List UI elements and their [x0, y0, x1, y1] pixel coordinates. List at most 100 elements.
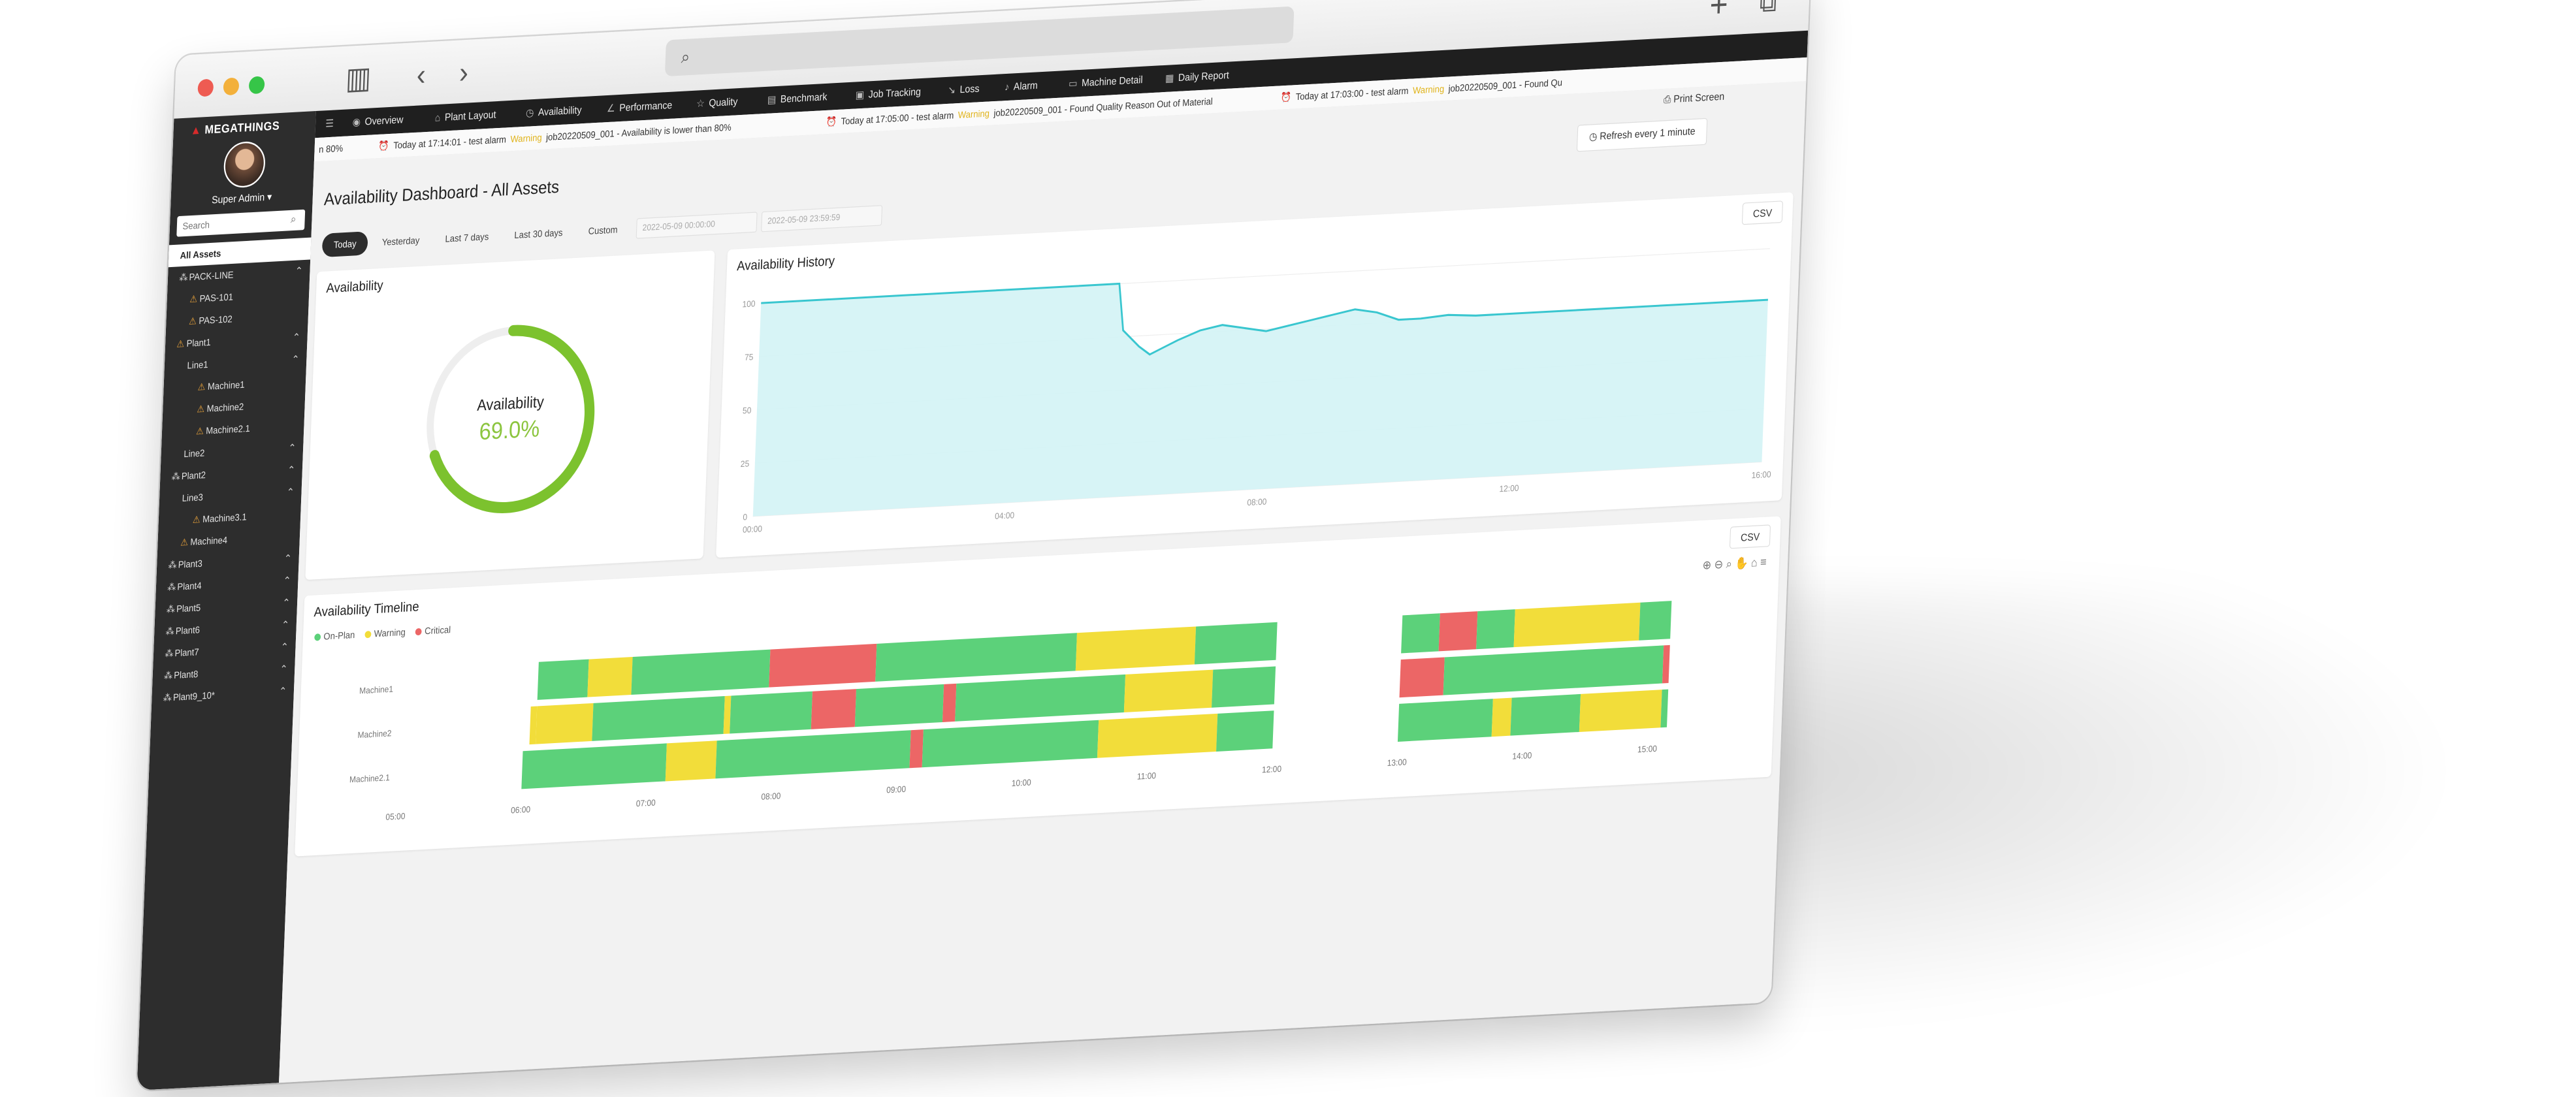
print-screen-button[interactable]: ⎙ Print Screen: [1663, 90, 1725, 106]
timeline-segment-warning[interactable]: [536, 703, 594, 744]
chevron-up-icon[interactable]: ⌃: [282, 596, 291, 609]
warning-triangle-icon: ⚠: [188, 315, 197, 327]
alarm-time: Today at 17:03:00 - test alarm: [1295, 85, 1409, 103]
chevron-up-icon[interactable]: ⌃: [286, 486, 295, 498]
end-date-input[interactable]: [760, 205, 882, 232]
timeline-segment-on-plan[interactable]: [854, 684, 944, 727]
timeline-segment-critical[interactable]: [1399, 657, 1445, 698]
maximize-window-button[interactable]: [248, 76, 265, 95]
chevron-up-icon[interactable]: ⌃: [278, 685, 287, 697]
close-window-button[interactable]: [197, 78, 214, 97]
timeline-segment-on-plan[interactable]: [631, 649, 771, 695]
timeline-segment-on-plan[interactable]: [1397, 699, 1493, 742]
range-option[interactable]: Last 7 days: [433, 224, 500, 251]
x-tick-label: 08:00: [761, 791, 781, 802]
timeline-segment-on-plan[interactable]: [592, 695, 725, 741]
forward-arrow-icon[interactable]: ›: [459, 56, 469, 90]
timeline-segment-critical[interactable]: [1438, 611, 1478, 652]
alarm-ticker-item[interactable]: n 80%: [318, 136, 344, 161]
chevron-up-icon[interactable]: ⌃: [283, 574, 291, 587]
nav-item-daily-report[interactable]: ▦ Daily Report: [1165, 62, 1229, 92]
chevron-up-icon[interactable]: ⌃: [295, 264, 304, 278]
chevron-up-icon[interactable]: ⌃: [280, 641, 289, 654]
range-option[interactable]: Custom: [577, 217, 630, 244]
range-option[interactable]: Today: [321, 231, 368, 258]
timeline-segment-on-plan[interactable]: [1216, 710, 1274, 752]
x-tick-label: 12:00: [1262, 764, 1281, 774]
chevron-up-icon[interactable]: ⌃: [291, 353, 300, 366]
search-icon: ⌕: [681, 46, 690, 67]
timeline-segment-critical[interactable]: [909, 729, 924, 769]
history-series-line: [761, 282, 1768, 356]
timeline-segment-warning[interactable]: [1075, 626, 1197, 671]
nav-item-overview[interactable]: ◉ Overview: [352, 106, 404, 136]
history-csv-button[interactable]: CSV: [1742, 200, 1784, 225]
timeline-segment-on-plan[interactable]: [1510, 693, 1581, 736]
asset-group-icon: ⁂: [167, 581, 176, 594]
nav-item-benchmark[interactable]: ▤ Benchmark: [767, 84, 828, 114]
alarm-level: Warning: [958, 108, 990, 121]
avatar[interactable]: [223, 140, 266, 189]
nav-item-label: Job Tracking: [868, 85, 922, 101]
range-option[interactable]: Last 30 days: [502, 220, 574, 247]
nav-item-availability[interactable]: ◷ Availability: [525, 97, 582, 127]
timeline-segment-on-plan[interactable]: [922, 720, 1099, 768]
nav-item-menu[interactable]: ☰: [325, 110, 339, 137]
nav-item-performance[interactable]: ∠ Performance: [606, 92, 673, 123]
timeline-segment-on-plan[interactable]: [521, 743, 667, 789]
chevron-up-icon[interactable]: ⌃: [292, 330, 301, 343]
timeline-segment-on-plan[interactable]: [1443, 645, 1664, 695]
refresh-interval-button[interactable]: ◷ Refresh every 1 minute: [1576, 118, 1708, 152]
nav-item-loss[interactable]: ↘ Loss: [947, 75, 980, 104]
timeline-segment-warning[interactable]: [665, 740, 717, 782]
timeline-segment-on-plan[interactable]: [1476, 609, 1515, 650]
timeline-segment-on-plan[interactable]: [1194, 622, 1278, 665]
chevron-up-icon[interactable]: ⌃: [280, 663, 288, 675]
nav-item-plant-layout[interactable]: ⌂ Plant Layout: [434, 101, 496, 131]
new-tab-icon[interactable]: +: [1709, 0, 1729, 25]
asset-search-input[interactable]: [176, 209, 306, 237]
timeline-segment-warning[interactable]: [1491, 697, 1512, 737]
timeline-segment-on-plan[interactable]: [1401, 613, 1440, 654]
timeline-segment-on-plan[interactable]: [1660, 689, 1669, 728]
timeline-segment-on-plan[interactable]: [715, 730, 911, 779]
user-role-menu[interactable]: Super Admin ▾: [211, 191, 272, 206]
start-date-input[interactable]: [636, 212, 758, 239]
timeline-segment-on-plan[interactable]: [537, 659, 589, 700]
timeline-segment-critical[interactable]: [769, 643, 877, 688]
nav-item-label: Quality: [709, 95, 738, 109]
sidebar-toggle-icon[interactable]: ▥: [345, 61, 372, 97]
chevron-up-icon[interactable]: ⌃: [281, 618, 290, 631]
timeline-segment-on-plan[interactable]: [955, 674, 1126, 722]
timeline-csv-button[interactable]: CSV: [1730, 524, 1771, 549]
timeline-segment-warning[interactable]: [1123, 669, 1214, 712]
range-option[interactable]: Yesterday: [370, 228, 432, 255]
nav-item-machine-detail[interactable]: ▭ Machine Detail: [1068, 67, 1143, 97]
timeline-segment-warning[interactable]: [1097, 713, 1218, 758]
timeline-segment-critical[interactable]: [811, 689, 857, 729]
timeline-segment-warning[interactable]: [1513, 602, 1641, 648]
timeline-segment-critical[interactable]: [942, 683, 957, 722]
nav-item-quality[interactable]: ☆ Quality: [696, 88, 738, 118]
timeline-segment-warning[interactable]: [529, 706, 538, 745]
tabs-overview-icon[interactable]: ⧉: [1758, 0, 1778, 18]
timeline-segment-warning[interactable]: [587, 656, 633, 697]
timeline-segment-on-plan[interactable]: [1212, 666, 1276, 708]
timeline-segment-on-plan[interactable]: [1639, 601, 1672, 641]
chevron-up-icon[interactable]: ⌃: [283, 552, 293, 565]
chevron-up-icon[interactable]: ⌃: [287, 464, 296, 477]
back-arrow-icon[interactable]: ‹: [415, 58, 427, 93]
timeline-segment-critical[interactable]: [1662, 644, 1670, 684]
nav-item-alarm[interactable]: ♪ Alarm: [1004, 72, 1038, 101]
timeline-segment-warning[interactable]: [723, 695, 732, 735]
asset-group-icon: ⁂: [166, 603, 176, 615]
timeline-segment-on-plan[interactable]: [875, 633, 1078, 682]
chevron-up-icon[interactable]: ⌃: [288, 441, 297, 454]
minimize-window-button[interactable]: [223, 77, 240, 96]
timeline-segment-on-plan[interactable]: [730, 691, 813, 734]
nav-item-job-tracking[interactable]: ▣ Job Tracking: [855, 78, 922, 109]
main-content: ⎙ Print Screen Availability Dashboard - …: [279, 81, 1807, 1083]
timeline-segment-warning[interactable]: [1579, 690, 1662, 732]
machine-detail-icon: ▭: [1068, 76, 1078, 89]
tree-item-label: Plant4: [177, 580, 202, 593]
